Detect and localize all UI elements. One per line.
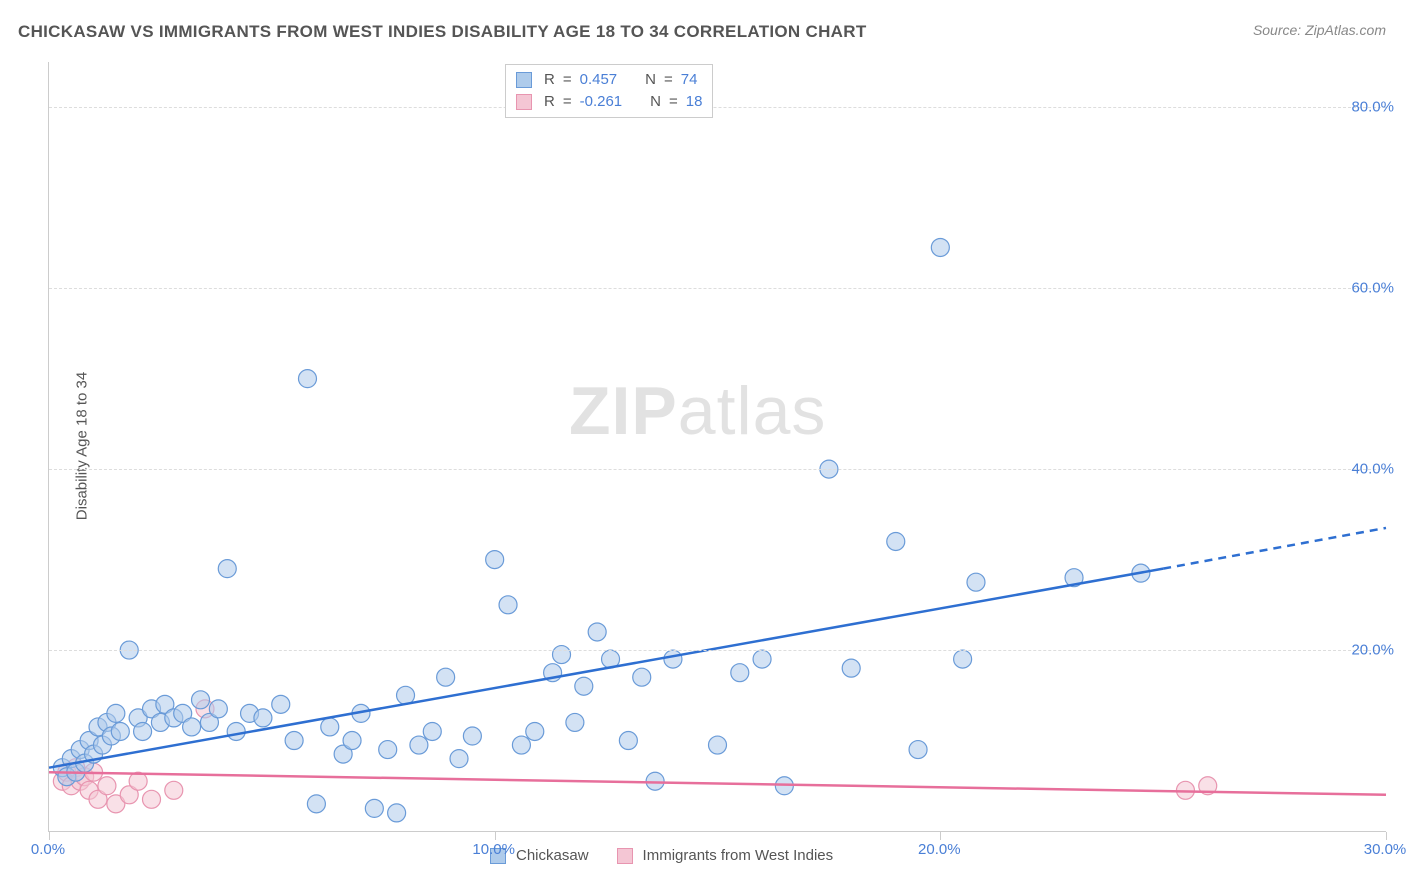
marker-blue: [437, 668, 455, 686]
marker-blue: [619, 732, 637, 750]
marker-blue: [588, 623, 606, 641]
r-value-blue: 0.457: [580, 69, 618, 91]
marker-blue: [463, 727, 481, 745]
x-tick-mark: [49, 832, 50, 840]
marker-blue: [753, 650, 771, 668]
y-tick-label: 80.0%: [1351, 99, 1394, 116]
marker-blue: [218, 560, 236, 578]
legend-row-blue: R = 0.457 N = 74: [516, 69, 702, 91]
y-tick-label: 40.0%: [1351, 461, 1394, 478]
source-label: Source: ZipAtlas.com: [1253, 22, 1386, 38]
legend-label-blue: Chickasaw: [516, 847, 589, 864]
marker-blue: [183, 718, 201, 736]
y-tick-label: 60.0%: [1351, 280, 1394, 297]
eq: =: [563, 69, 572, 91]
x-tick-label: 30.0%: [1364, 841, 1406, 858]
series-legend: Chickasaw Immigrants from West Indies: [490, 847, 833, 864]
marker-pink: [143, 790, 161, 808]
gridline: [49, 288, 1386, 289]
marker-blue: [272, 695, 290, 713]
marker-blue: [111, 722, 129, 740]
marker-blue: [227, 722, 245, 740]
eq: =: [669, 91, 678, 113]
swatch-blue: [516, 72, 532, 88]
r-label: R: [544, 91, 555, 113]
legend-item-pink: Immigrants from West Indies: [617, 847, 834, 864]
marker-blue: [566, 713, 584, 731]
n-label: N: [645, 69, 656, 91]
r-value-pink: -0.261: [580, 91, 623, 113]
marker-pink: [165, 781, 183, 799]
eq: =: [664, 69, 673, 91]
marker-blue: [709, 736, 727, 754]
marker-blue: [931, 238, 949, 256]
marker-blue: [365, 799, 383, 817]
marker-blue: [298, 370, 316, 388]
chart-container: CHICKASAW VS IMMIGRANTS FROM WEST INDIES…: [0, 0, 1406, 892]
n-value-blue: 74: [681, 69, 698, 91]
y-tick-label: 20.0%: [1351, 642, 1394, 659]
marker-blue: [967, 573, 985, 591]
marker-blue: [307, 795, 325, 813]
marker-blue: [526, 722, 544, 740]
marker-blue: [192, 691, 210, 709]
gridline: [49, 107, 1386, 108]
marker-blue: [410, 736, 428, 754]
marker-blue: [512, 736, 530, 754]
marker-blue: [499, 596, 517, 614]
n-value-pink: 18: [686, 91, 703, 113]
x-tick-mark: [1386, 832, 1387, 840]
gridline: [49, 469, 1386, 470]
legend-label-pink: Immigrants from West Indies: [643, 847, 834, 864]
n-label: N: [650, 91, 661, 113]
marker-blue: [450, 750, 468, 768]
regression-line-dash-blue: [1163, 528, 1386, 569]
marker-blue: [731, 664, 749, 682]
chart-title: CHICKASAW VS IMMIGRANTS FROM WEST INDIES…: [18, 22, 867, 42]
marker-blue: [254, 709, 272, 727]
x-tick-label: 0.0%: [31, 841, 65, 858]
x-tick-mark: [495, 832, 496, 840]
r-label: R: [544, 69, 555, 91]
marker-blue: [209, 700, 227, 718]
marker-blue: [553, 646, 571, 664]
correlation-legend: R = 0.457 N = 74 R = -0.261 N = 18: [505, 64, 713, 118]
gridline: [49, 650, 1386, 651]
x-tick-mark: [940, 832, 941, 840]
marker-blue: [423, 722, 441, 740]
marker-blue: [909, 741, 927, 759]
swatch-pink: [516, 94, 532, 110]
marker-blue: [575, 677, 593, 695]
x-tick-label: 20.0%: [918, 841, 961, 858]
marker-blue: [379, 741, 397, 759]
marker-blue: [486, 551, 504, 569]
legend-row-pink: R = -0.261 N = 18: [516, 91, 702, 113]
marker-blue: [285, 732, 303, 750]
plot-svg: [49, 62, 1386, 831]
marker-blue: [134, 722, 152, 740]
marker-blue: [343, 732, 361, 750]
marker-blue: [633, 668, 651, 686]
swatch-pink-icon: [617, 848, 633, 864]
plot-area: ZIPatlas: [48, 62, 1386, 832]
regression-line-blue: [49, 569, 1163, 768]
marker-blue: [954, 650, 972, 668]
marker-blue: [887, 532, 905, 550]
marker-blue: [388, 804, 406, 822]
x-tick-label: 10.0%: [472, 841, 515, 858]
eq: =: [563, 91, 572, 113]
marker-blue: [107, 704, 125, 722]
marker-blue: [664, 650, 682, 668]
marker-blue: [321, 718, 339, 736]
marker-blue: [842, 659, 860, 677]
marker-pink: [98, 777, 116, 795]
